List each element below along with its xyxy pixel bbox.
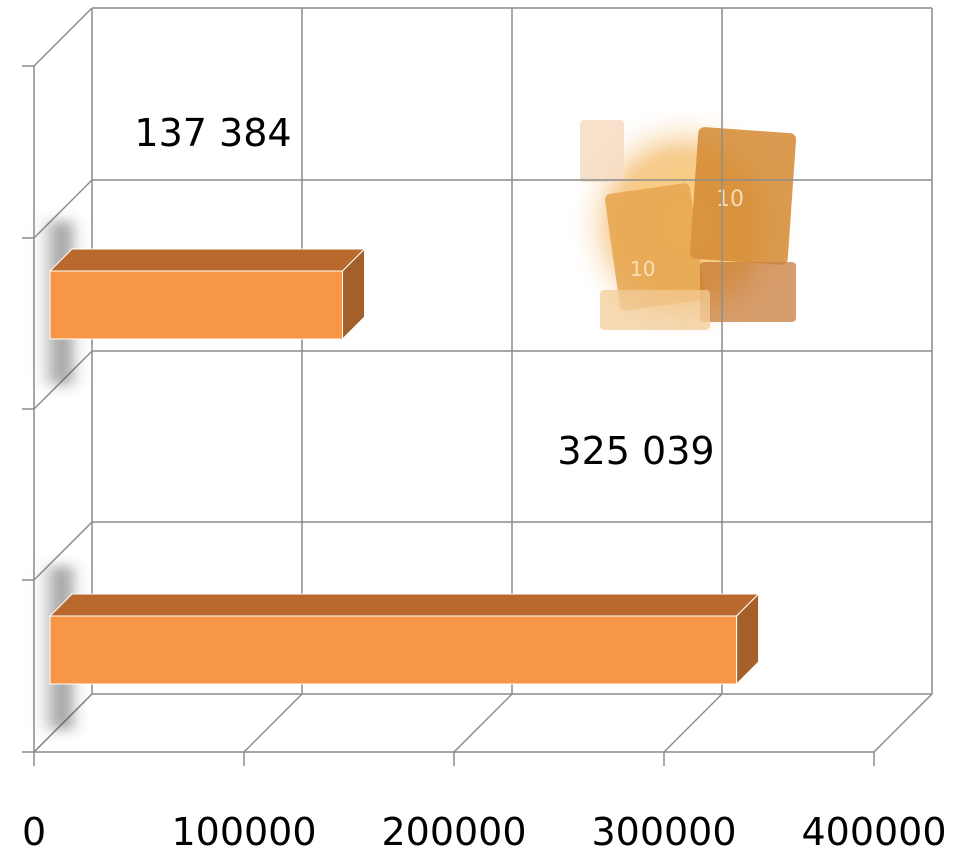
bar-top-face <box>48 593 760 617</box>
bar <box>49 270 344 340</box>
x-tick-label: 300000 <box>591 810 736 854</box>
gridlines <box>22 7 933 766</box>
x-tick-label: 400000 <box>801 810 946 854</box>
side-wall-gridline <box>33 7 93 67</box>
bar <box>49 615 738 685</box>
x-tick-label: 200000 <box>381 810 526 854</box>
gold-bars-image: 10 10 <box>568 105 800 343</box>
floor-gridline <box>453 693 513 753</box>
labels: 0 100000 200000 300000 400000 137 384 325 039 <box>22 111 947 854</box>
floor-gridline <box>663 693 723 753</box>
x-tick-label: 100000 <box>171 810 316 854</box>
svg-text:10: 10 <box>716 187 744 212</box>
data-label: 137 384 <box>134 111 291 155</box>
svg-text:10: 10 <box>630 257 655 281</box>
bar-top-face <box>48 248 366 272</box>
bars <box>38 221 760 730</box>
floor-gridline <box>873 693 933 753</box>
data-label: 325 039 <box>557 429 714 473</box>
floor-gridline <box>243 693 303 753</box>
x-tick-label: 0 <box>22 810 46 854</box>
